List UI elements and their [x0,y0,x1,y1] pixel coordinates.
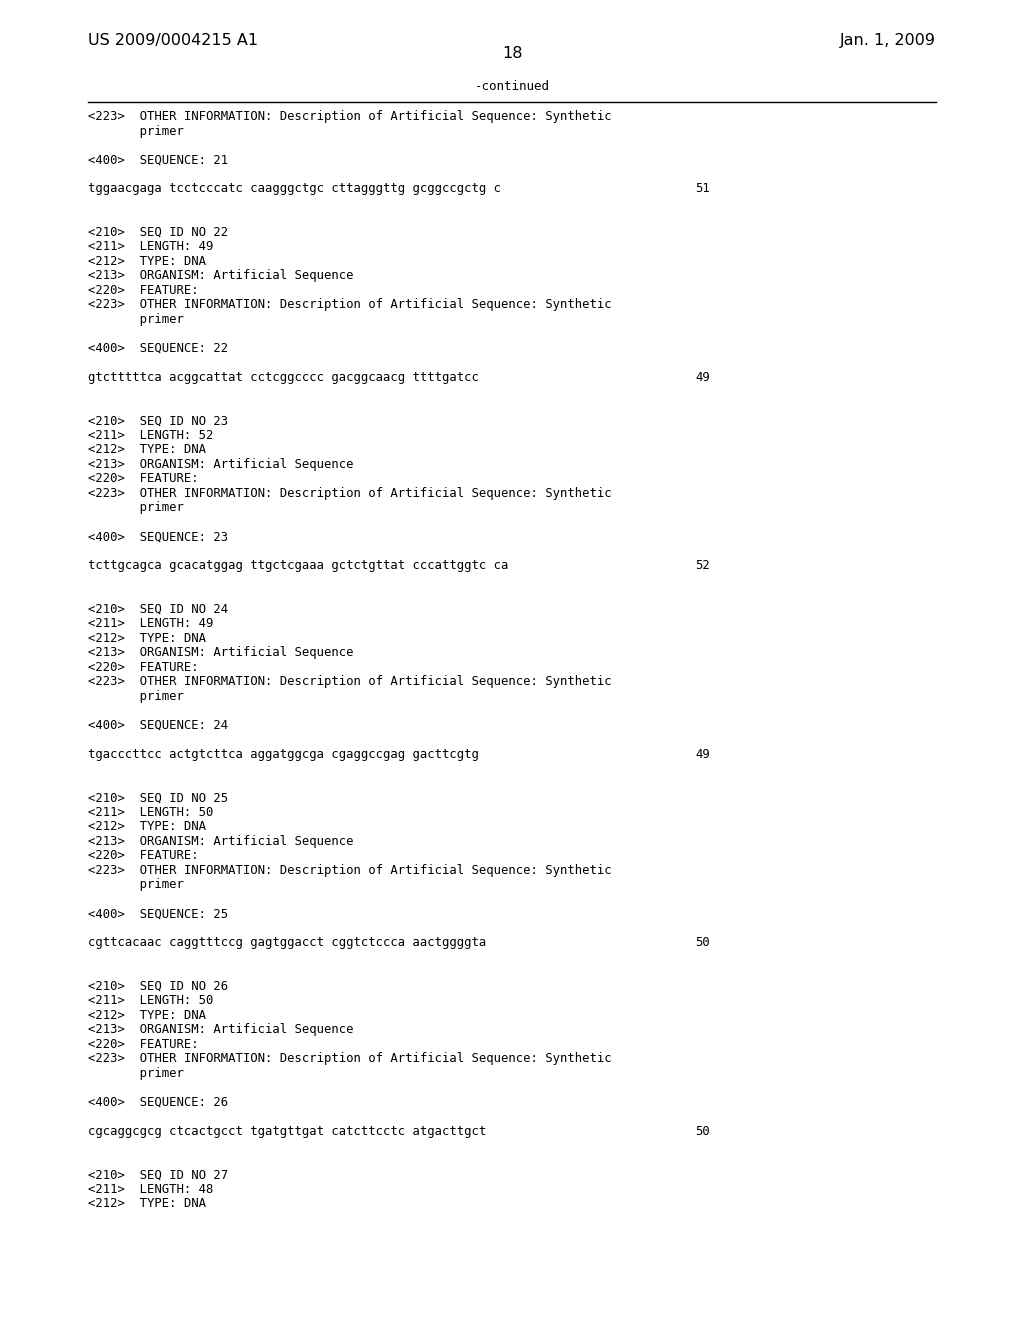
Text: primer: primer [88,879,184,891]
Text: <211>  LENGTH: 50: <211> LENGTH: 50 [88,994,213,1007]
Text: <211>  LENGTH: 52: <211> LENGTH: 52 [88,429,213,442]
Text: <400>  SEQUENCE: 24: <400> SEQUENCE: 24 [88,719,228,733]
Text: <210>  SEQ ID NO 27: <210> SEQ ID NO 27 [88,1168,228,1181]
Text: <223>  OTHER INFORMATION: Description of Artificial Sequence: Synthetic: <223> OTHER INFORMATION: Description of … [88,298,611,312]
Text: <210>  SEQ ID NO 26: <210> SEQ ID NO 26 [88,979,228,993]
Text: cgcaggcgcg ctcactgcct tgatgttgat catcttcctc atgacttgct: cgcaggcgcg ctcactgcct tgatgttgat catcttc… [88,1125,486,1138]
Text: cgttcacaac caggtttccg gagtggacct cggtctccca aactggggta: cgttcacaac caggtttccg gagtggacct cggtctc… [88,936,486,949]
Text: <210>  SEQ ID NO 25: <210> SEQ ID NO 25 [88,792,228,804]
Text: <220>  FEATURE:: <220> FEATURE: [88,850,199,862]
Text: <400>  SEQUENCE: 26: <400> SEQUENCE: 26 [88,1096,228,1109]
Text: <212>  TYPE: DNA: <212> TYPE: DNA [88,632,206,645]
Text: <220>  FEATURE:: <220> FEATURE: [88,284,199,297]
Text: primer: primer [88,124,184,137]
Text: gtctttttca acggcattat cctcggcccc gacggcaacg ttttgatcc: gtctttttca acggcattat cctcggcccc gacggca… [88,371,479,384]
Text: <212>  TYPE: DNA: <212> TYPE: DNA [88,255,206,268]
Text: 51: 51 [695,182,710,195]
Text: <213>  ORGANISM: Artificial Sequence: <213> ORGANISM: Artificial Sequence [88,269,353,282]
Text: <212>  TYPE: DNA: <212> TYPE: DNA [88,1008,206,1022]
Text: tgacccttcc actgtcttca aggatggcga cgaggccgag gacttcgtg: tgacccttcc actgtcttca aggatggcga cgaggcc… [88,748,479,762]
Text: <400>  SEQUENCE: 25: <400> SEQUENCE: 25 [88,907,228,920]
Text: <223>  OTHER INFORMATION: Description of Artificial Sequence: Synthetic: <223> OTHER INFORMATION: Description of … [88,487,611,500]
Text: 52: 52 [695,560,710,573]
Text: <220>  FEATURE:: <220> FEATURE: [88,1038,199,1051]
Text: <211>  LENGTH: 48: <211> LENGTH: 48 [88,1183,213,1196]
Text: primer: primer [88,690,184,704]
Text: <223>  OTHER INFORMATION: Description of Artificial Sequence: Synthetic: <223> OTHER INFORMATION: Description of … [88,1052,611,1065]
Text: 50: 50 [695,1125,710,1138]
Text: <213>  ORGANISM: Artificial Sequence: <213> ORGANISM: Artificial Sequence [88,647,353,660]
Text: <211>  LENGTH: 49: <211> LENGTH: 49 [88,240,213,253]
Text: <400>  SEQUENCE: 21: <400> SEQUENCE: 21 [88,153,228,166]
Text: tggaacgaga tcctcccatc caagggctgc cttagggttg gcggccgctg c: tggaacgaga tcctcccatc caagggctgc cttaggg… [88,182,501,195]
Text: -continued: -continued [474,81,550,92]
Text: Jan. 1, 2009: Jan. 1, 2009 [840,33,936,48]
Text: tcttgcagca gcacatggag ttgctcgaaa gctctgttat cccattggtc ca: tcttgcagca gcacatggag ttgctcgaaa gctctgt… [88,560,508,573]
Text: <400>  SEQUENCE: 23: <400> SEQUENCE: 23 [88,531,228,544]
Text: <220>  FEATURE:: <220> FEATURE: [88,661,199,675]
Text: <210>  SEQ ID NO 24: <210> SEQ ID NO 24 [88,603,228,616]
Text: <211>  LENGTH: 50: <211> LENGTH: 50 [88,807,213,818]
Text: <212>  TYPE: DNA: <212> TYPE: DNA [88,444,206,457]
Text: primer: primer [88,502,184,515]
Text: <212>  TYPE: DNA: <212> TYPE: DNA [88,1197,206,1210]
Text: <223>  OTHER INFORMATION: Description of Artificial Sequence: Synthetic: <223> OTHER INFORMATION: Description of … [88,865,611,876]
Text: <210>  SEQ ID NO 23: <210> SEQ ID NO 23 [88,414,228,428]
Text: <223>  OTHER INFORMATION: Description of Artificial Sequence: Synthetic: <223> OTHER INFORMATION: Description of … [88,110,611,123]
Text: <213>  ORGANISM: Artificial Sequence: <213> ORGANISM: Artificial Sequence [88,458,353,471]
Text: <220>  FEATURE:: <220> FEATURE: [88,473,199,486]
Text: <210>  SEQ ID NO 22: <210> SEQ ID NO 22 [88,226,228,239]
Text: primer: primer [88,1067,184,1080]
Text: <213>  ORGANISM: Artificial Sequence: <213> ORGANISM: Artificial Sequence [88,836,353,847]
Text: <212>  TYPE: DNA: <212> TYPE: DNA [88,821,206,833]
Text: US 2009/0004215 A1: US 2009/0004215 A1 [88,33,258,48]
Text: primer: primer [88,313,184,326]
Text: 49: 49 [695,371,710,384]
Text: 50: 50 [695,936,710,949]
Text: <223>  OTHER INFORMATION: Description of Artificial Sequence: Synthetic: <223> OTHER INFORMATION: Description of … [88,676,611,689]
Text: <400>  SEQUENCE: 22: <400> SEQUENCE: 22 [88,342,228,355]
Text: <213>  ORGANISM: Artificial Sequence: <213> ORGANISM: Artificial Sequence [88,1023,353,1036]
Text: <211>  LENGTH: 49: <211> LENGTH: 49 [88,618,213,631]
Text: 49: 49 [695,748,710,762]
Text: 18: 18 [502,46,522,61]
